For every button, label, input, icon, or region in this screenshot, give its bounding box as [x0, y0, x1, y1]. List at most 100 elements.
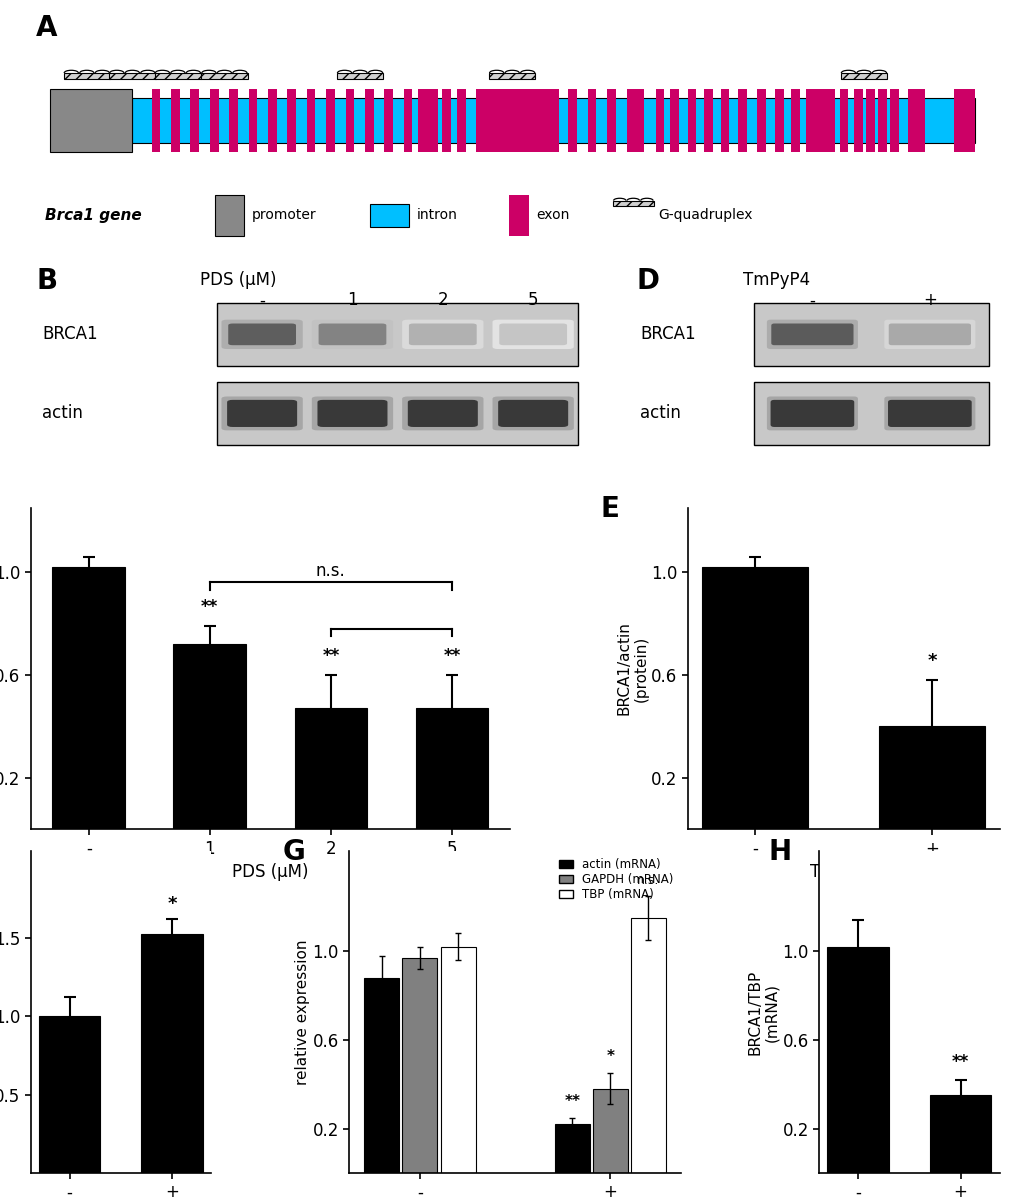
FancyBboxPatch shape	[201, 73, 248, 79]
Bar	[442, 89, 450, 152]
Text: A: A	[36, 14, 57, 42]
Bar	[287, 89, 296, 152]
Text: actin: actin	[42, 405, 83, 423]
Bar	[878, 727, 984, 830]
Bar	[554, 1124, 589, 1173]
Text: exon: exon	[536, 208, 570, 223]
Bar	[268, 89, 276, 152]
Text: n.s.: n.s.	[316, 561, 345, 579]
Bar	[50, 89, 132, 152]
Bar	[606, 89, 615, 152]
Bar	[384, 89, 392, 152]
FancyBboxPatch shape	[770, 323, 853, 345]
Bar	[173, 644, 246, 830]
Bar	[630, 918, 665, 1173]
FancyBboxPatch shape	[766, 396, 857, 431]
Text: BRCA1: BRCA1	[42, 326, 98, 344]
FancyBboxPatch shape	[769, 400, 854, 427]
Bar	[907, 89, 924, 152]
FancyBboxPatch shape	[312, 396, 392, 431]
Bar	[440, 947, 475, 1173]
FancyBboxPatch shape	[498, 323, 567, 345]
FancyBboxPatch shape	[312, 320, 392, 350]
Text: -: -	[259, 291, 265, 310]
Text: promoter: promoter	[252, 208, 316, 223]
Bar	[508, 195, 528, 236]
FancyBboxPatch shape	[492, 320, 574, 350]
FancyBboxPatch shape	[883, 320, 974, 350]
X-axis label: PDS (μM): PDS (μM)	[232, 863, 309, 881]
Bar	[326, 89, 334, 152]
FancyBboxPatch shape	[488, 73, 535, 79]
Text: *: *	[926, 652, 936, 670]
Text: 5: 5	[528, 291, 538, 310]
Text: D: D	[636, 267, 658, 294]
Bar	[738, 89, 746, 152]
Text: -: -	[809, 291, 814, 310]
Bar	[839, 89, 848, 152]
Text: BRCA1: BRCA1	[639, 326, 695, 344]
Text: Brca1 gene: Brca1 gene	[45, 208, 142, 223]
Text: n.s.: n.s.	[637, 874, 659, 887]
Bar	[929, 1095, 990, 1173]
Bar	[141, 935, 203, 1173]
Text: **: **	[564, 1094, 580, 1108]
Bar	[791, 89, 799, 152]
Bar	[132, 98, 974, 142]
Bar	[229, 89, 237, 152]
Bar	[805, 89, 814, 152]
Bar	[953, 89, 974, 152]
Bar	[753, 303, 987, 366]
Text: *: *	[605, 1050, 613, 1064]
Bar	[753, 382, 987, 445]
Bar	[364, 978, 399, 1173]
FancyBboxPatch shape	[766, 320, 857, 350]
FancyBboxPatch shape	[228, 323, 296, 345]
Bar	[249, 89, 257, 152]
Text: actin: actin	[639, 405, 680, 423]
FancyBboxPatch shape	[155, 73, 201, 79]
Text: +: +	[922, 291, 935, 310]
Bar	[415, 709, 488, 830]
FancyBboxPatch shape	[221, 396, 303, 431]
Bar	[719, 89, 729, 152]
Bar	[191, 89, 199, 152]
Bar	[687, 89, 696, 152]
Text: TmPyP4: TmPyP4	[742, 271, 809, 290]
Y-axis label: BRCA1/TBP
(mRNA): BRCA1/TBP (mRNA)	[747, 970, 779, 1055]
Bar	[854, 89, 862, 152]
Bar	[294, 709, 367, 830]
Legend: actin (mRNA), GAPDH (mRNA), TBP (mRNA): actin (mRNA), GAPDH (mRNA), TBP (mRNA)	[557, 857, 675, 903]
FancyBboxPatch shape	[401, 396, 483, 431]
Bar	[152, 89, 160, 152]
Y-axis label: relative expression: relative expression	[294, 940, 310, 1084]
Bar	[217, 382, 578, 445]
FancyBboxPatch shape	[492, 396, 574, 431]
FancyBboxPatch shape	[221, 320, 303, 350]
FancyBboxPatch shape	[318, 323, 386, 345]
FancyBboxPatch shape	[888, 400, 971, 427]
Bar	[217, 303, 578, 366]
Bar	[877, 89, 887, 152]
FancyBboxPatch shape	[409, 323, 476, 345]
Bar	[815, 89, 835, 152]
Bar	[171, 89, 179, 152]
Text: **: **	[322, 646, 339, 664]
Text: **: **	[951, 1053, 968, 1071]
Bar	[345, 89, 354, 152]
Text: G-quadruplex: G-quadruplex	[658, 208, 752, 223]
Bar	[626, 89, 643, 152]
Bar	[890, 89, 898, 152]
Text: B: B	[37, 267, 57, 294]
Bar	[215, 195, 244, 236]
Bar	[701, 567, 808, 830]
Bar	[756, 89, 765, 152]
Bar	[369, 203, 408, 226]
FancyBboxPatch shape	[109, 73, 156, 79]
X-axis label: TmPyP4: TmPyP4	[809, 863, 876, 881]
Text: G: G	[283, 838, 306, 867]
Bar	[703, 89, 712, 152]
FancyBboxPatch shape	[497, 400, 568, 427]
Bar	[365, 89, 373, 152]
FancyBboxPatch shape	[317, 400, 387, 427]
